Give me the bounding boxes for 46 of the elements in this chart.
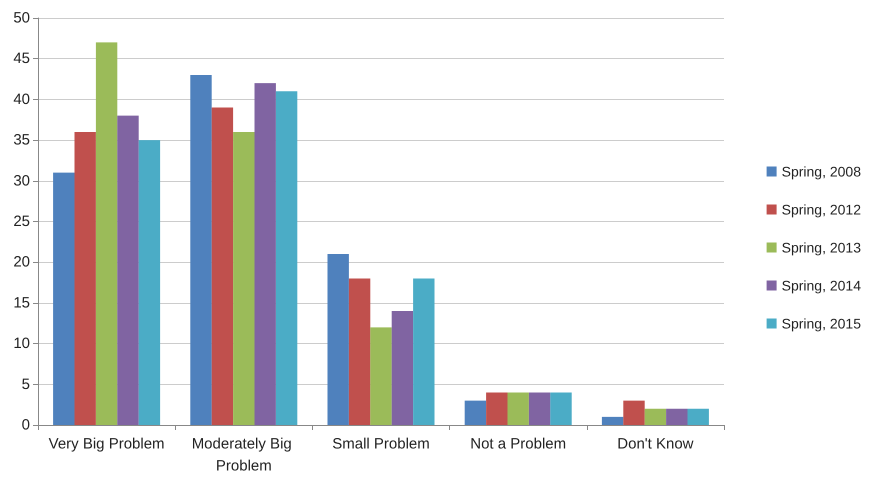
- y-tick-label: 35: [13, 132, 30, 149]
- y-tick-label: 20: [13, 254, 30, 271]
- x-tick-label: Very Big Problem: [48, 436, 165, 452]
- bar: [53, 172, 74, 425]
- bar: [508, 392, 529, 425]
- x-tick-label: Don't Know: [617, 436, 694, 452]
- bar: [623, 400, 645, 425]
- legend-label: Spring, 2008: [782, 164, 862, 180]
- y-tick-label: 40: [13, 90, 30, 108]
- legend-label: Spring, 2014: [782, 278, 862, 294]
- bar: [117, 116, 139, 425]
- bar: [413, 278, 435, 425]
- y-tick-label: 50: [13, 10, 30, 26]
- bar: [233, 132, 254, 425]
- bar: [254, 83, 276, 425]
- y-tick-label: 15: [13, 294, 30, 312]
- bar: [486, 392, 508, 425]
- bar: [348, 278, 370, 425]
- bar: [212, 108, 234, 425]
- legend-label: Spring, 2012: [782, 202, 862, 218]
- bar: [666, 408, 688, 425]
- bar: [528, 392, 550, 425]
- bar: [74, 132, 96, 425]
- y-tick-label: 25: [13, 213, 30, 230]
- y-tick-label: 45: [13, 50, 30, 68]
- bar: [96, 42, 118, 425]
- bar: [370, 327, 392, 425]
- bar: [602, 416, 624, 425]
- bar: [327, 254, 349, 425]
- x-tick-label: Not a Problem: [470, 436, 566, 452]
- x-tick-label: Moderately Big Problem: [192, 436, 296, 474]
- x-tick-label: Small Problem: [332, 436, 430, 452]
- y-tick-label: 0: [22, 416, 30, 434]
- bar: [138, 140, 160, 425]
- bar: [190, 74, 212, 425]
- bar: [688, 408, 709, 425]
- legend-label: Spring, 2015: [782, 316, 862, 332]
- bar: [392, 311, 414, 425]
- y-tick-label: 5: [22, 376, 30, 393]
- bar: [644, 408, 666, 425]
- y-tick-label: 30: [13, 172, 30, 190]
- y-tick-label: 10: [13, 335, 30, 352]
- legend-label: Spring, 2013: [782, 240, 862, 256]
- bar: [550, 392, 572, 425]
- bar: [464, 400, 486, 425]
- bar: [276, 91, 298, 425]
